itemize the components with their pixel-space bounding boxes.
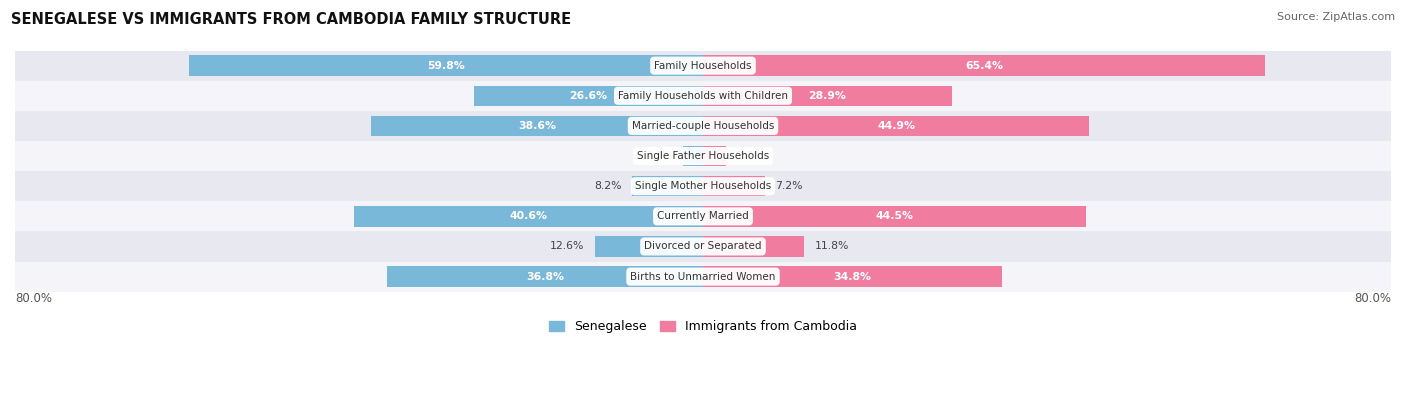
Text: 12.6%: 12.6% xyxy=(550,241,585,252)
Bar xyxy=(595,236,703,257)
Bar xyxy=(474,85,703,106)
Bar xyxy=(683,146,703,166)
Text: Source: ZipAtlas.com: Source: ZipAtlas.com xyxy=(1277,12,1395,22)
Bar xyxy=(703,116,1090,136)
Text: 44.5%: 44.5% xyxy=(876,211,914,221)
Text: Family Households: Family Households xyxy=(654,60,752,71)
Bar xyxy=(371,116,703,136)
Text: Family Households with Children: Family Households with Children xyxy=(619,91,787,101)
Text: 80.0%: 80.0% xyxy=(15,292,52,305)
Bar xyxy=(15,51,1391,81)
Text: 26.6%: 26.6% xyxy=(569,91,607,101)
Text: 40.6%: 40.6% xyxy=(509,211,547,221)
Bar xyxy=(188,55,703,76)
Text: Single Father Households: Single Father Households xyxy=(637,151,769,161)
Bar xyxy=(703,266,1002,287)
Bar xyxy=(703,55,1265,76)
Text: 7.2%: 7.2% xyxy=(775,181,803,191)
Bar xyxy=(15,111,1391,141)
Bar xyxy=(703,146,727,166)
Legend: Senegalese, Immigrants from Cambodia: Senegalese, Immigrants from Cambodia xyxy=(544,316,862,339)
Text: SENEGALESE VS IMMIGRANTS FROM CAMBODIA FAMILY STRUCTURE: SENEGALESE VS IMMIGRANTS FROM CAMBODIA F… xyxy=(11,12,571,27)
Bar xyxy=(703,206,1085,227)
Text: 2.7%: 2.7% xyxy=(737,151,763,161)
Bar xyxy=(15,231,1391,261)
Bar xyxy=(15,261,1391,292)
Bar xyxy=(387,266,703,287)
Bar xyxy=(15,141,1391,171)
Text: 38.6%: 38.6% xyxy=(517,121,555,131)
Text: Currently Married: Currently Married xyxy=(657,211,749,221)
Text: Divorced or Separated: Divorced or Separated xyxy=(644,241,762,252)
Bar xyxy=(703,176,765,196)
Bar xyxy=(703,85,952,106)
Bar xyxy=(15,201,1391,231)
Text: 44.9%: 44.9% xyxy=(877,121,915,131)
Text: 11.8%: 11.8% xyxy=(815,241,849,252)
Text: 8.2%: 8.2% xyxy=(595,181,623,191)
Text: 59.8%: 59.8% xyxy=(427,60,465,71)
Bar xyxy=(354,206,703,227)
Text: 28.9%: 28.9% xyxy=(808,91,846,101)
Bar xyxy=(15,171,1391,201)
Text: Single Mother Households: Single Mother Households xyxy=(636,181,770,191)
Text: Births to Unmarried Women: Births to Unmarried Women xyxy=(630,272,776,282)
Text: Married-couple Households: Married-couple Households xyxy=(631,121,775,131)
Bar xyxy=(633,176,703,196)
Text: 34.8%: 34.8% xyxy=(834,272,872,282)
Text: 65.4%: 65.4% xyxy=(966,60,1004,71)
Text: 80.0%: 80.0% xyxy=(1354,292,1391,305)
Text: 2.3%: 2.3% xyxy=(645,151,673,161)
Bar xyxy=(15,81,1391,111)
Text: 36.8%: 36.8% xyxy=(526,272,564,282)
Bar xyxy=(703,236,804,257)
